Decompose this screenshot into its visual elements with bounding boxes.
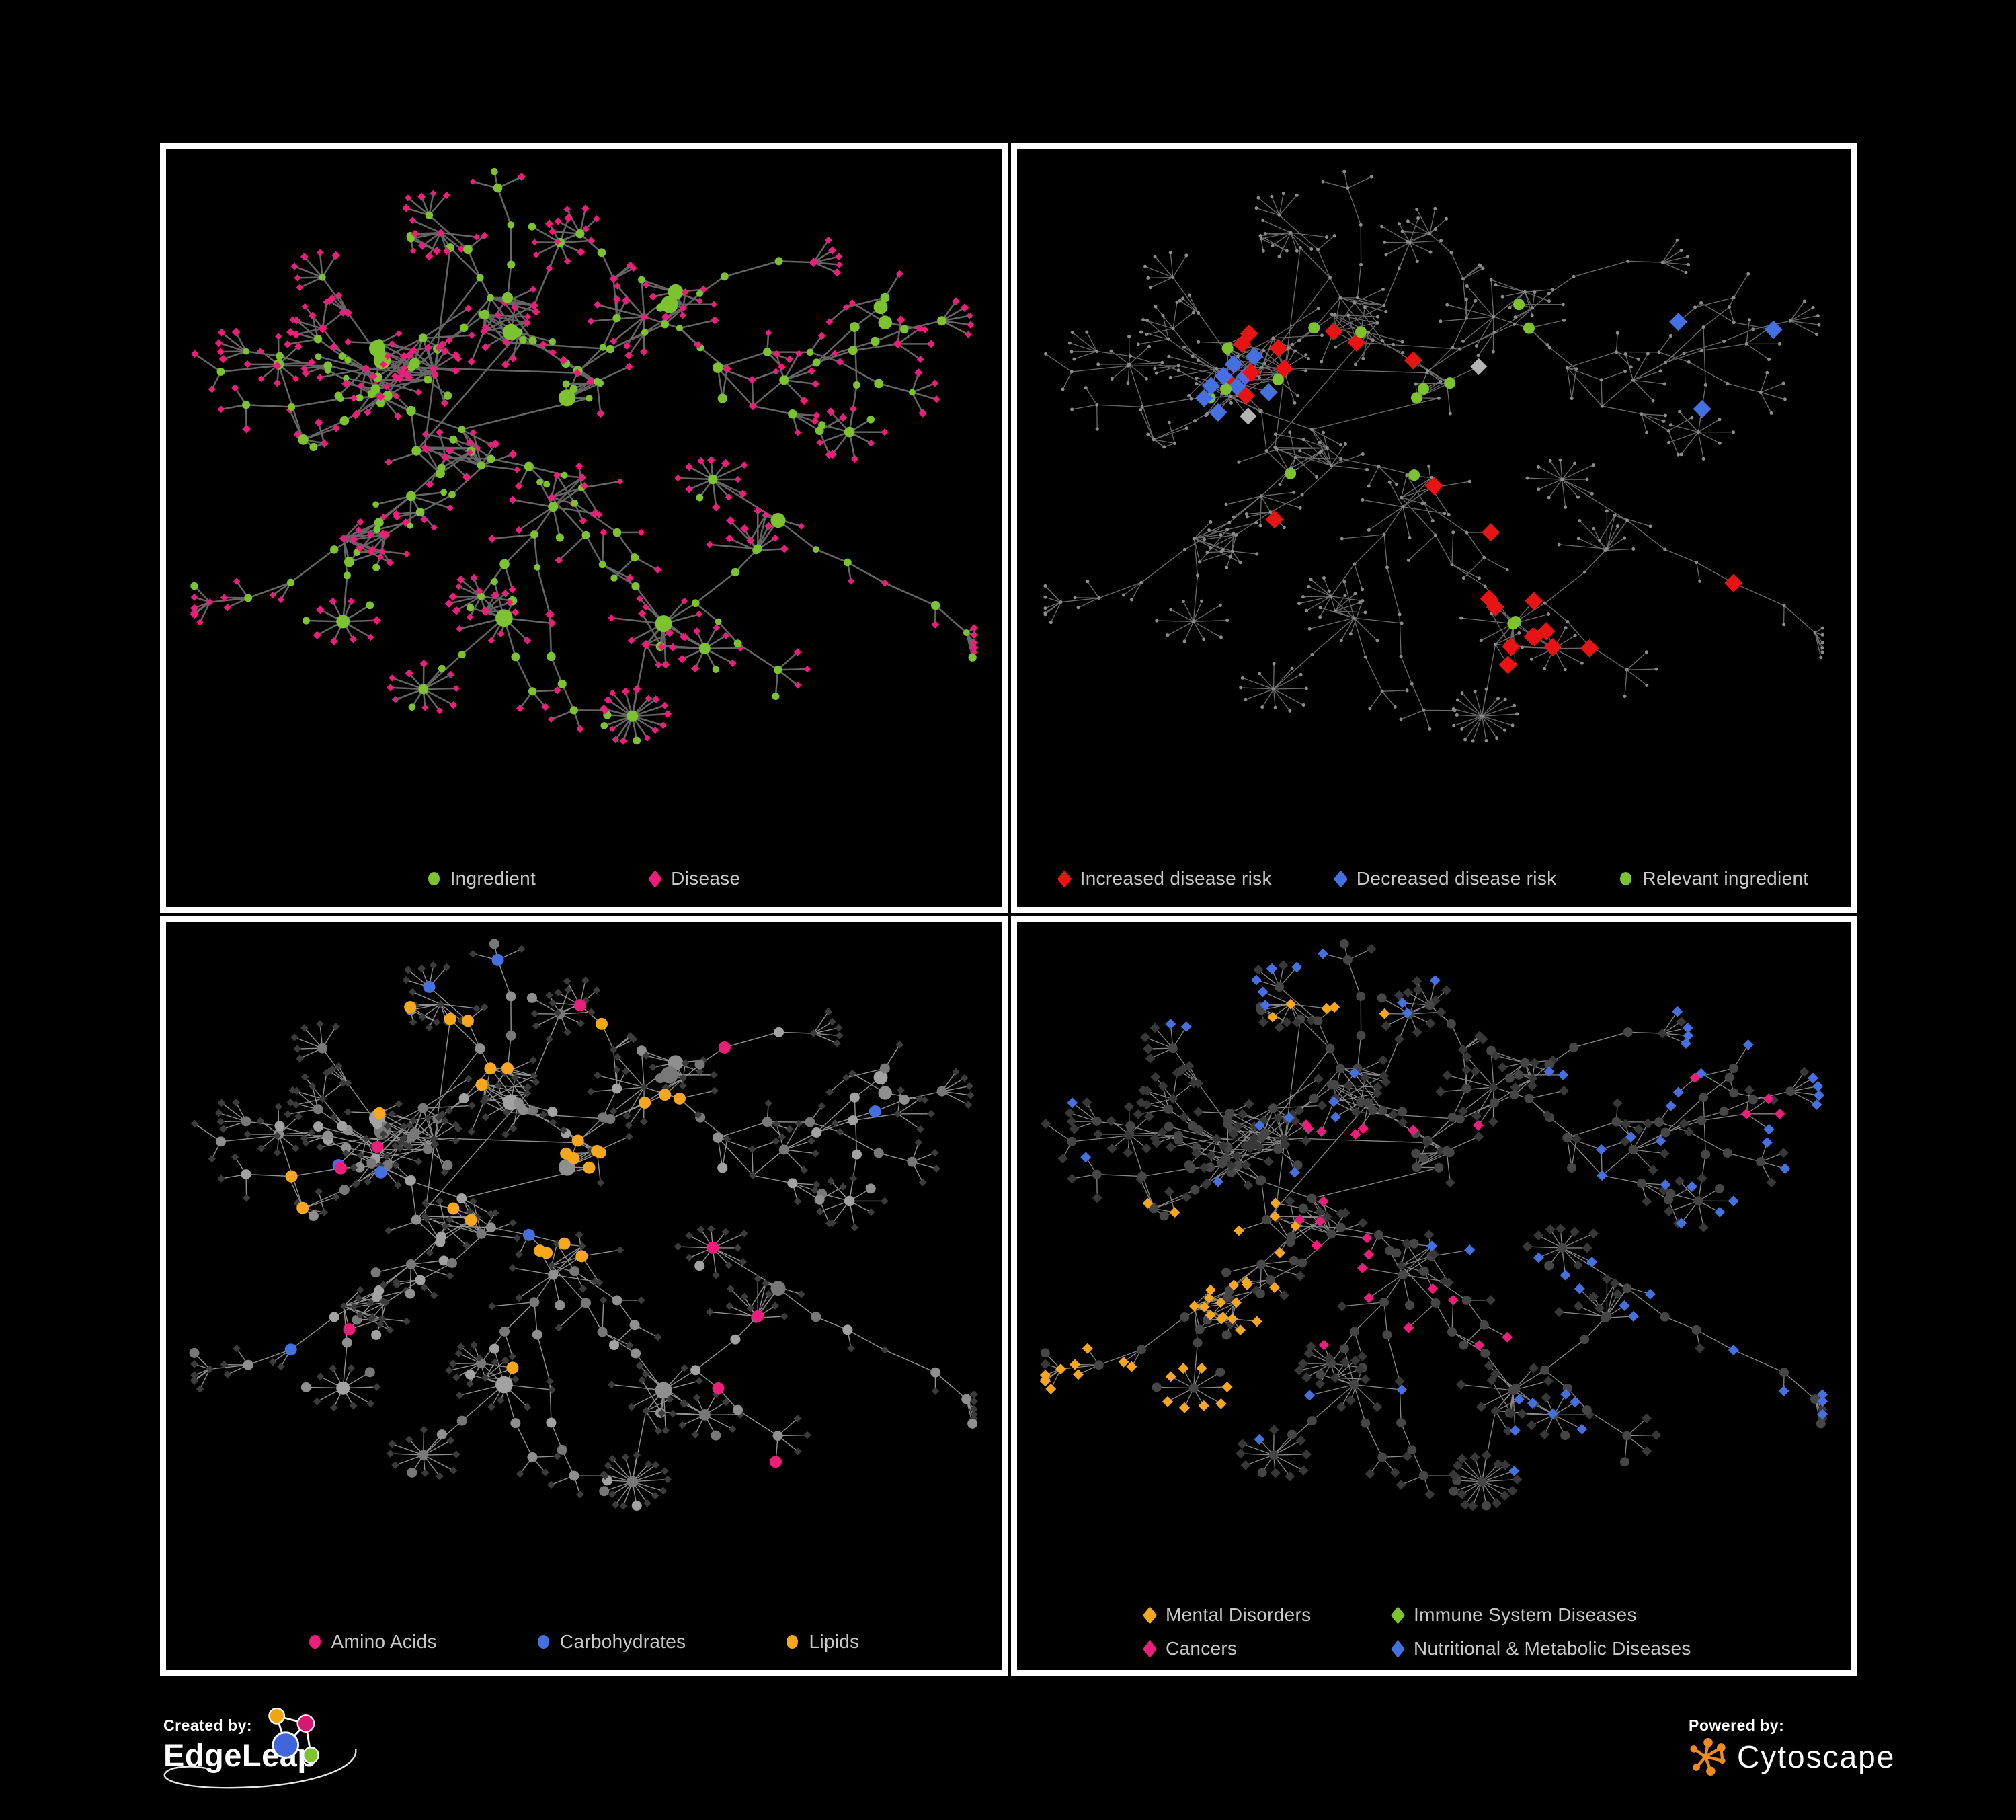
mental-disorders-diamond-swatch <box>1142 1606 1158 1624</box>
legend-label: Ingredient <box>450 868 536 889</box>
legend-item-relevant-ingredient: Relevant ingredient <box>1620 868 1808 889</box>
legend-label: Decreased disease risk <box>1356 868 1557 889</box>
carbohydrates-circle-swatch <box>537 1635 549 1649</box>
legend-item-cancers: Cancers <box>1142 1638 1393 1659</box>
edgeleap-swoosh <box>163 1748 357 1789</box>
panel-disease-risk: Increased disease risk Decreased disease… <box>1011 143 1857 913</box>
legend-label: Immune System Diseases <box>1414 1604 1637 1625</box>
cancers-diamond-swatch <box>1142 1639 1158 1658</box>
legend-item-mental-disorders: Mental Disorders <box>1142 1604 1393 1626</box>
legend-item-carbohydrates: Carbohydrates <box>537 1631 686 1653</box>
legend-item-ingredient: Ingredient <box>428 868 536 889</box>
legend-nutrient-classes: Amino Acids Carbohydrates Lipids <box>166 1631 1002 1653</box>
legend-label: Lipids <box>809 1631 860 1652</box>
legend-item-metabolic-diseases: Nutritional & Metabolic Diseases <box>1390 1638 1691 1659</box>
legend-label: Disease <box>671 868 741 889</box>
legend-item-immune-diseases: Immune System Diseases <box>1390 1604 1691 1626</box>
disease-class-network-graph <box>1017 922 1851 1670</box>
legend-label: Relevant ingredient <box>1642 868 1809 889</box>
cytoscape-wordmark: Cytoscape <box>1737 1739 1896 1774</box>
legend-item-amino-acids: Amino Acids <box>309 1631 437 1653</box>
created-by-label: Created by: <box>163 1716 253 1734</box>
legend-item-disease: Disease <box>648 868 741 889</box>
immune-diseases-diamond-swatch <box>1390 1606 1406 1624</box>
increased-risk-diamond-swatch <box>1057 869 1072 888</box>
legend-label: Cancers <box>1166 1638 1238 1659</box>
legend-label: Increased disease risk <box>1080 868 1272 889</box>
disease-risk-network-graph <box>1017 149 1851 907</box>
relevant-ingredient-circle-swatch <box>1620 872 1632 885</box>
disease-diamond-swatch <box>648 869 663 888</box>
legend-disease-risk: Increased disease risk Decreased disease… <box>1017 868 1851 889</box>
legend-label: Amino Acids <box>331 1631 437 1652</box>
powered-by-label: Powered by: <box>1689 1716 1785 1734</box>
legend-label: Mental Disorders <box>1166 1604 1312 1625</box>
legend-item-increased-risk: Increased disease risk <box>1057 868 1272 889</box>
lipids-circle-swatch <box>787 1635 799 1649</box>
cytoscape-logo-icon <box>1690 1737 1726 1776</box>
metabolic-diseases-diamond-swatch <box>1390 1639 1406 1658</box>
cytoscape-lockup: Cytoscape <box>1689 1737 1904 1776</box>
legend-label: Nutritional & Metabolic Diseases <box>1414 1638 1691 1659</box>
legend-item-lipids: Lipids <box>787 1631 859 1653</box>
edgeleap-logo-icon <box>268 1708 319 1764</box>
ingredient-circle-swatch <box>428 872 440 885</box>
nutrient-class-network-graph <box>166 922 1002 1670</box>
decreased-risk-diamond-swatch <box>1333 869 1348 888</box>
ingredient-disease-network-graph <box>166 149 1002 907</box>
legend-label: Carbohydrates <box>559 1631 686 1652</box>
legend-ingredient-disease: Ingredient Disease <box>166 868 1002 889</box>
edgeleap-branding: Created by: EdgeLeap <box>163 1708 392 1801</box>
amino-acids-circle-swatch <box>309 1635 321 1649</box>
legend-disease-classes: Mental Disorders Immune System Diseases … <box>1142 1604 1691 1659</box>
panel-ingredient-disease: Ingredient Disease <box>160 143 1008 913</box>
cytoscape-branding: Powered by: Cytoscape <box>1689 1716 1904 1794</box>
legend-item-decreased-risk: Decreased disease risk <box>1333 868 1557 889</box>
panel-nutrient-classes: Amino Acids Carbohydrates Lipids <box>160 916 1008 1676</box>
panel-disease-classes: Mental Disorders Immune System Diseases … <box>1011 916 1857 1676</box>
